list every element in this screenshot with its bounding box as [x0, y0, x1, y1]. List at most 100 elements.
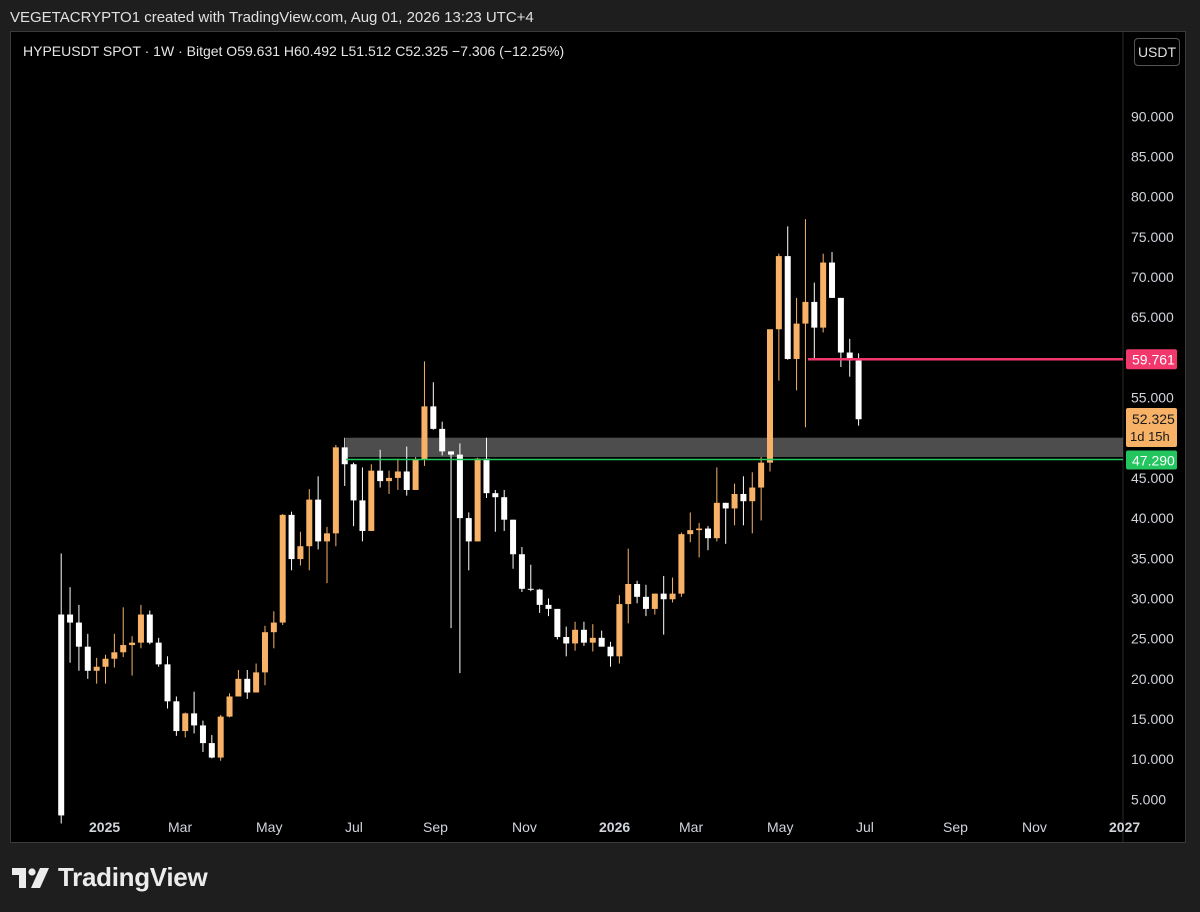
candle [660, 575, 667, 635]
candle [270, 611, 277, 649]
candlestick-chart[interactable]: 90.00085.00080.00075.00070.00065.00060.0… [11, 32, 1185, 842]
currency-unit-button[interactable]: USDT [1134, 38, 1180, 66]
candle [341, 437, 348, 486]
candle [155, 637, 162, 667]
candle-body [465, 518, 472, 542]
candle-body [253, 672, 260, 693]
candle-body [483, 458, 490, 494]
candle-body [120, 645, 127, 653]
candle-body [846, 352, 853, 361]
candle-body [580, 629, 587, 643]
candle [306, 489, 313, 571]
candle-body [359, 500, 366, 531]
x-tick-label: Jul [345, 819, 363, 835]
candle-body [660, 593, 667, 600]
candle [208, 735, 215, 759]
candle-body [625, 583, 632, 605]
candle [279, 514, 286, 625]
candle [829, 252, 836, 298]
x-tick-label: May [256, 819, 282, 835]
candle [412, 457, 419, 490]
candle [67, 587, 74, 663]
x-tick-label: Mar [679, 819, 703, 835]
candle [164, 656, 171, 709]
y-tick-label: 25.000 [1131, 631, 1174, 647]
resistance-price-tag [1126, 349, 1177, 370]
candle-body [820, 262, 827, 328]
candle [359, 467, 366, 542]
candle-body [545, 604, 552, 609]
candle-body [589, 637, 596, 643]
candle-body [75, 622, 82, 647]
candle [403, 446, 410, 496]
candle-body [217, 716, 224, 758]
candle [421, 361, 428, 466]
chart-panel[interactable]: 90.00085.00080.00075.00070.00065.00060.0… [10, 31, 1186, 843]
candle [855, 353, 862, 426]
candle-body [350, 464, 357, 501]
candle-body [173, 701, 180, 732]
candle-body [102, 658, 109, 667]
candle-body [191, 713, 198, 726]
y-tick-label: 20.000 [1131, 671, 1174, 687]
candle [58, 553, 65, 824]
candle [199, 720, 206, 752]
candle-body [722, 502, 729, 509]
candle-body [412, 459, 419, 490]
candle-body [430, 406, 437, 429]
candle-body [394, 471, 401, 478]
candle-body [439, 428, 446, 452]
candle-body [164, 664, 171, 702]
candle-body [208, 743, 215, 758]
candle-body [687, 530, 694, 535]
candle [501, 489, 508, 531]
candle-body [616, 604, 623, 657]
y-tick-label: 55.000 [1131, 390, 1174, 406]
x-tick-label: Jul [856, 819, 874, 835]
candle [182, 712, 189, 738]
candle-body [111, 652, 118, 659]
candle-body [696, 528, 703, 531]
candle-body [235, 678, 242, 697]
candle [580, 621, 587, 646]
y-tick-label: 80.000 [1131, 189, 1174, 205]
candle-body [456, 454, 463, 519]
candle [84, 633, 91, 679]
candle [749, 472, 756, 534]
candle [226, 693, 233, 718]
candle [350, 462, 357, 527]
price-labels-layer: 59.761 52.325 1d 15h 47.290 [1126, 349, 1177, 470]
candle [669, 577, 676, 603]
y-tick-label: 35.000 [1131, 550, 1174, 566]
candle [642, 584, 649, 617]
y-tick-label: 90.000 [1131, 108, 1174, 124]
candle-body [315, 499, 322, 542]
candle-body [332, 447, 339, 534]
candle-body [518, 554, 525, 589]
candle-body [563, 637, 570, 644]
candle [572, 621, 579, 651]
candle-body [492, 493, 499, 498]
candle [244, 669, 251, 699]
candle [129, 636, 136, 676]
candle [651, 593, 658, 615]
candle [456, 443, 463, 674]
candle [811, 282, 818, 359]
candle-body [93, 666, 100, 671]
candle-body [749, 487, 756, 502]
candle-body [811, 301, 818, 328]
candle-body [279, 514, 286, 623]
candle-body [270, 622, 277, 633]
tradingview-logo[interactable]: TradingView [12, 862, 208, 893]
candle-body [775, 256, 782, 330]
y-tick-label: 30.000 [1131, 590, 1174, 606]
candle-body [758, 462, 765, 488]
candle [93, 657, 100, 684]
candle-body [129, 642, 136, 646]
candle [607, 641, 614, 667]
candle-body [84, 646, 91, 671]
candle [102, 654, 109, 684]
candle [430, 382, 437, 430]
credit-text: VEGETACRYPTO1 created with TradingView.c… [10, 9, 534, 26]
candle [217, 714, 224, 761]
